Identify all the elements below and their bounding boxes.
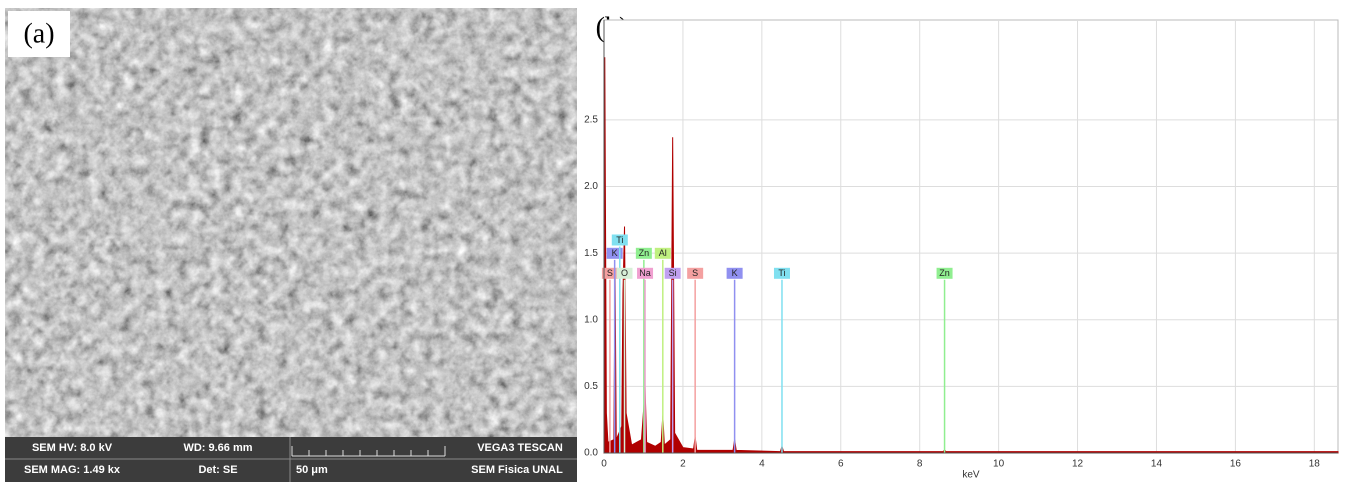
element-label-box xyxy=(654,247,671,259)
info-text: 50 μm xyxy=(296,464,328,476)
element-label-box xyxy=(687,267,704,279)
y-tick-label: 0.0 xyxy=(584,448,598,459)
y-tick-label: 2.0 xyxy=(584,181,598,192)
element-label-box xyxy=(635,247,652,259)
x-tick-label: 18 xyxy=(1309,459,1321,470)
info-text: VEGA3 TESCAN xyxy=(477,442,563,454)
element-label: Al xyxy=(659,248,667,258)
info-text: SEM HV: 8.0 kV xyxy=(32,442,113,454)
info-text: SEM MAG: 1.49 kx xyxy=(24,464,121,476)
x-tick-label: 6 xyxy=(838,459,844,470)
info-text: SEM Fisica UNAL xyxy=(471,464,563,476)
element-label: Zn xyxy=(639,248,650,258)
x-tick-label: 14 xyxy=(1151,459,1163,470)
sem-image xyxy=(5,8,577,437)
scale-bar xyxy=(291,446,446,457)
x-tick-label: 4 xyxy=(759,459,765,470)
sem-panel: (a) SEM HV: 8.0 kV WD: 9.66 mm VEGA3 TES… xyxy=(5,8,577,482)
panel-label-box xyxy=(8,11,70,57)
plot-area xyxy=(603,19,1339,454)
x-tick-label: 12 xyxy=(1072,459,1084,470)
panel-label: (a) xyxy=(23,18,54,49)
element-label-box xyxy=(611,234,628,246)
y-tick-label: 1.0 xyxy=(584,314,598,325)
element-label: S xyxy=(692,268,698,278)
x-tick-label: 0 xyxy=(601,459,607,470)
x-tick-label: 10 xyxy=(993,459,1005,470)
element-label: S xyxy=(607,268,613,278)
element-label: K xyxy=(612,248,618,258)
element-label-box xyxy=(726,267,743,279)
x-tick-label: 2 xyxy=(680,459,686,470)
y-tick-label: 0.5 xyxy=(584,381,598,392)
info-text: Det: SE xyxy=(198,464,237,476)
x-axis-label: keV xyxy=(962,470,980,481)
x-tick-label: 16 xyxy=(1230,459,1242,470)
element-label-box xyxy=(637,267,654,279)
element-label-box xyxy=(601,267,618,279)
element-label: K xyxy=(732,268,738,278)
info-text: WD: 9.66 mm xyxy=(183,442,252,454)
element-label-box xyxy=(936,267,953,279)
element-label: O xyxy=(621,268,628,278)
y-tick-label: 1.5 xyxy=(584,248,598,259)
element-label-box xyxy=(664,267,681,279)
spectrum xyxy=(603,57,1339,454)
element-label-box xyxy=(773,267,790,279)
x-tick-label: 8 xyxy=(917,459,923,470)
element-label: Ti xyxy=(778,268,785,278)
element-label: Si xyxy=(669,268,677,278)
y-tick-label: 2.5 xyxy=(584,115,598,126)
element-label-box xyxy=(616,267,633,279)
element-label: Zn xyxy=(939,268,950,278)
element-label-box xyxy=(606,247,623,259)
element-label: Ti xyxy=(616,235,623,245)
element-label: Na xyxy=(639,268,651,278)
